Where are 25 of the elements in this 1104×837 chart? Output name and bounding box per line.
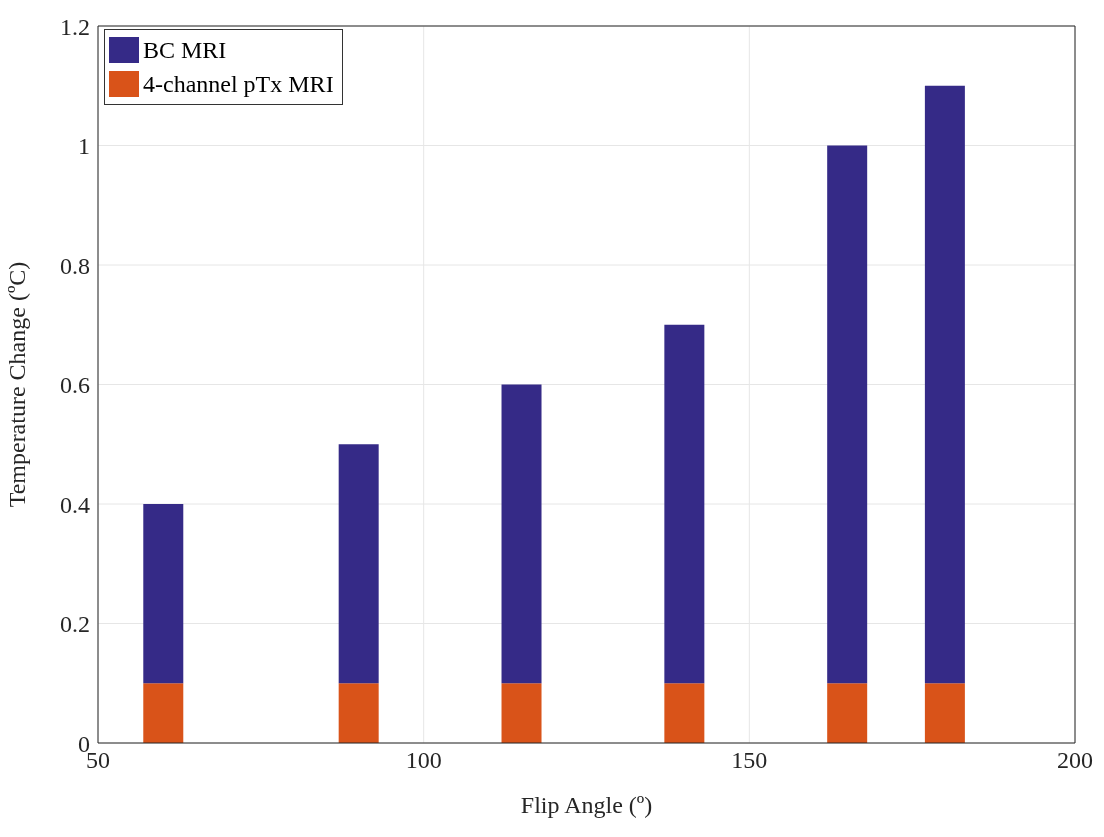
bar	[827, 683, 868, 743]
bar	[338, 444, 379, 684]
x-tick-label: 100	[405, 747, 442, 774]
y-axis-title: Temperature Change (ºC)	[3, 261, 30, 508]
bar	[501, 384, 542, 684]
y-tick-label: 1.2	[60, 13, 90, 40]
legend-label: BC MRI	[143, 36, 227, 64]
y-tick-label: 0.8	[60, 252, 90, 279]
x-tick-label: 150	[731, 747, 768, 774]
bar	[143, 504, 184, 684]
y-tick-label: 0.4	[60, 491, 90, 518]
bar	[827, 145, 868, 684]
x-axis-title: Flip Angle (º)	[520, 792, 653, 818]
y-tick-label: 0.6	[60, 372, 90, 399]
legend-label: 4-channel pTx MRI	[143, 70, 334, 98]
bar	[924, 85, 965, 684]
x-tick-label: 200	[1057, 747, 1093, 774]
bar	[924, 683, 965, 743]
bar	[664, 324, 705, 684]
bar	[338, 683, 379, 743]
bar	[143, 683, 184, 743]
y-tick-label: 0.2	[60, 611, 90, 638]
y-tick-label: 1	[78, 133, 90, 160]
bar	[664, 683, 705, 743]
bar	[501, 683, 542, 743]
